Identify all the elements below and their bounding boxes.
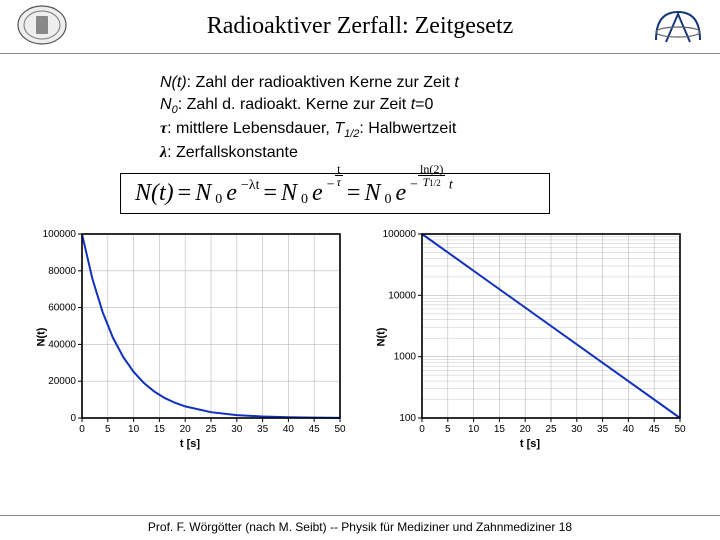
chart-right-xlabel: t [s] [520, 438, 540, 450]
slide-header: Radioaktiver Zerfall: Zeitgesetz [0, 0, 720, 54]
svg-text:45: 45 [309, 424, 321, 435]
svg-text:80000: 80000 [48, 266, 76, 277]
def-line-1: N(t): Zahl der radioaktiven Kerne zur Ze… [160, 72, 720, 94]
svg-text:0: 0 [70, 413, 76, 424]
svg-text:10: 10 [468, 424, 480, 435]
svg-text:100000: 100000 [383, 229, 417, 240]
def-line-3: τ: mittlere Lebensdauer, T1/2: Halbwertz… [160, 118, 720, 142]
logo-right [648, 2, 708, 50]
svg-text:1000: 1000 [394, 352, 417, 363]
svg-text:35: 35 [597, 424, 609, 435]
svg-text:20: 20 [180, 424, 192, 435]
svg-text:25: 25 [545, 424, 557, 435]
svg-text:10000: 10000 [388, 291, 416, 302]
svg-text:100: 100 [399, 413, 416, 424]
charts-row: N(t) 05101520253035404550020000400006000… [0, 222, 720, 452]
slide-footer: Prof. F. Wörgötter (nach M. Seibt) -- Ph… [0, 515, 720, 534]
svg-text:50: 50 [674, 424, 686, 435]
svg-text:40: 40 [283, 424, 295, 435]
svg-text:60000: 60000 [48, 303, 76, 314]
svg-text:10: 10 [128, 424, 140, 435]
def-nt: N(t) [160, 74, 187, 91]
def-line-2: N0: Zahl d. radioakt. Kerne zur Zeit t=0 [160, 94, 720, 118]
formula-box: N(t) = N0 e−λt = N0 e −tτ = N0 e −ln(2)T… [120, 173, 550, 214]
svg-text:35: 35 [257, 424, 269, 435]
svg-text:100000: 100000 [43, 229, 77, 240]
svg-text:5: 5 [105, 424, 111, 435]
svg-text:45: 45 [649, 424, 661, 435]
svg-text:20000: 20000 [48, 376, 76, 387]
svg-text:40000: 40000 [48, 340, 76, 351]
svg-text:25: 25 [205, 424, 217, 435]
svg-text:15: 15 [154, 424, 166, 435]
svg-text:30: 30 [231, 424, 243, 435]
chart-right-log: N(t) 0 5 10 15 20 25 30 35 40 45 50 100 1000 10000 100… [370, 222, 690, 452]
definitions-block: N(t): Zahl der radioaktiven Kerne zur Ze… [160, 72, 720, 163]
svg-text:15: 15 [494, 424, 506, 435]
svg-text:50: 50 [334, 424, 346, 435]
chart-left-ylabel: N(t) [35, 328, 47, 347]
svg-text:0: 0 [419, 424, 425, 435]
logo-left-seal [12, 4, 72, 46]
svg-text:40: 40 [623, 424, 635, 435]
chart-right-ylabel: N(t) [375, 328, 387, 347]
def-line-4: λ: Zerfallskonstante [160, 142, 720, 164]
svg-text:5: 5 [445, 424, 451, 435]
chart-left-linear: N(t) 0 5 10 15 20 25 30 35 40 45 50 0 20000 40000 6000… [30, 222, 350, 452]
slide-title: Radioaktiver Zerfall: Zeitgesetz [207, 13, 514, 40]
svg-text:30: 30 [571, 424, 583, 435]
chart-left-xlabel: t [s] [180, 438, 200, 450]
svg-text:0: 0 [79, 424, 85, 435]
svg-text:20: 20 [520, 424, 532, 435]
